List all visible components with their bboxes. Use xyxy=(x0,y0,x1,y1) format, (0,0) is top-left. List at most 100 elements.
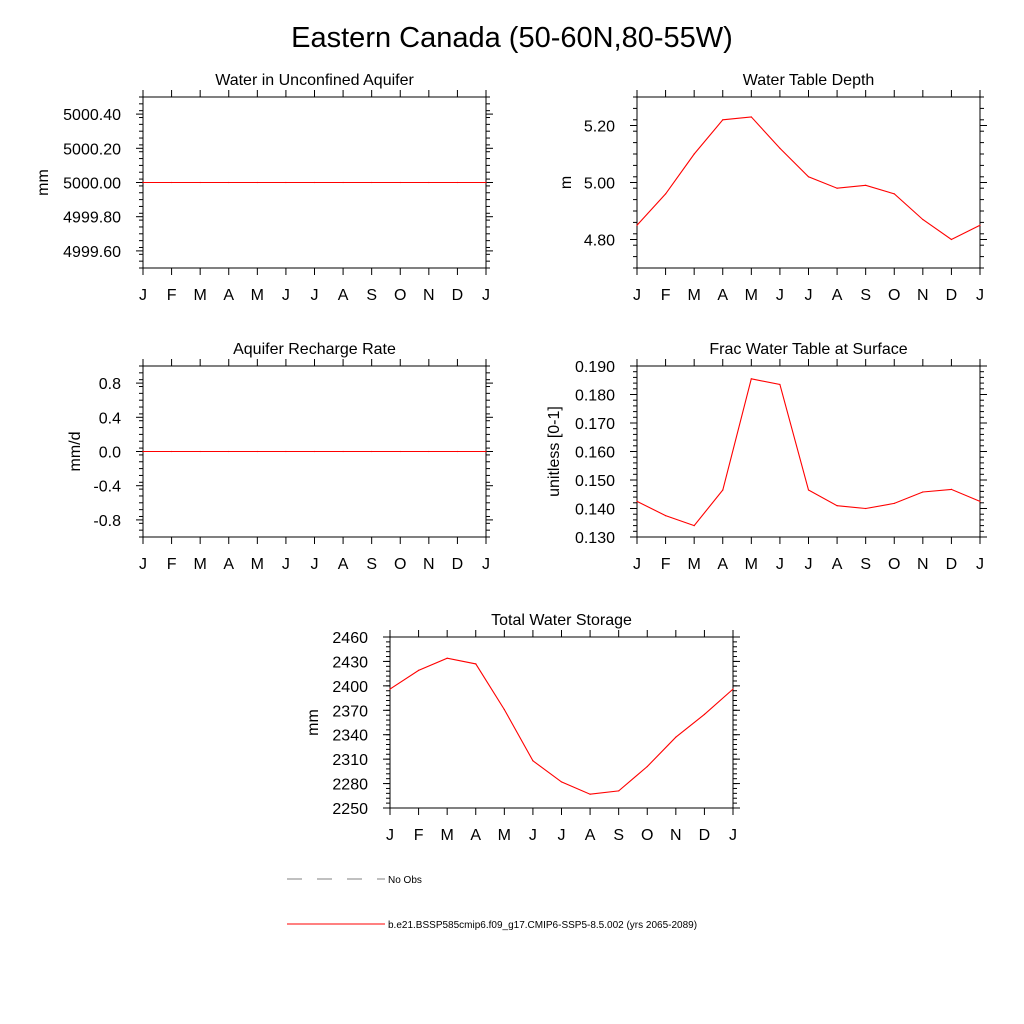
y-tick-label: 2280 xyxy=(332,777,368,794)
data-point xyxy=(371,450,373,453)
x-tick-label: J xyxy=(311,556,319,573)
data-point xyxy=(618,790,620,792)
data-point xyxy=(342,181,344,184)
x-tick-label: J xyxy=(529,827,537,844)
y-tick-label: 2430 xyxy=(332,654,368,671)
data-point xyxy=(446,657,448,659)
y-tick-label: 0.170 xyxy=(575,416,615,433)
x-tick-label: J xyxy=(482,287,490,304)
x-tick-label: M xyxy=(251,287,264,304)
x-tick-label: J xyxy=(729,827,737,844)
data-point xyxy=(750,378,752,380)
x-tick-label: D xyxy=(699,827,711,844)
y-tick-label: 5000.40 xyxy=(63,107,121,124)
data-point xyxy=(646,765,648,768)
x-tick-label: F xyxy=(167,287,177,304)
x-tick-label: J xyxy=(776,287,784,304)
data-point xyxy=(313,181,316,184)
data-point xyxy=(560,781,563,783)
data-point xyxy=(285,450,287,453)
x-tick-label: A xyxy=(832,556,843,573)
y-axis-label: mm xyxy=(35,169,52,196)
y-tick-label: 0.190 xyxy=(575,359,615,376)
data-point xyxy=(199,181,201,184)
x-tick-label: J xyxy=(976,287,984,304)
data-point xyxy=(475,663,477,665)
data-point xyxy=(170,450,173,453)
x-tick-label: M xyxy=(498,827,511,844)
data-point xyxy=(389,688,391,690)
data-point xyxy=(732,688,734,690)
plot-frame xyxy=(636,365,981,538)
x-tick-label: F xyxy=(661,556,671,573)
data-point xyxy=(807,176,810,178)
data-point xyxy=(950,488,953,491)
y-tick-label: -0.8 xyxy=(93,513,121,530)
x-tick-label: O xyxy=(394,287,406,304)
y-tick-label: 2340 xyxy=(332,728,368,745)
data-point xyxy=(485,450,487,453)
y-tick-label: 2460 xyxy=(332,630,368,647)
x-tick-label: M xyxy=(251,556,264,573)
panel-title: Total Water Storage xyxy=(491,612,632,629)
x-tick-label: J xyxy=(386,827,394,844)
data-point xyxy=(703,713,706,715)
x-tick-label: J xyxy=(311,287,319,304)
data-point xyxy=(750,116,752,118)
x-tick-label: S xyxy=(860,556,871,573)
x-tick-label: M xyxy=(745,287,758,304)
x-tick-label: S xyxy=(860,287,871,304)
x-tick-label: J xyxy=(482,556,490,573)
data-point xyxy=(693,153,695,155)
y-tick-label: 5.20 xyxy=(584,119,615,136)
y-tick-label: 0.8 xyxy=(99,376,121,393)
panel-title: Aquifer Recharge Rate xyxy=(233,341,396,358)
figure-title: Eastern Canada (50-60N,80-55W) xyxy=(291,22,733,54)
x-tick-label: M xyxy=(688,556,701,573)
data-point xyxy=(399,450,401,453)
y-tick-label: 4999.80 xyxy=(63,210,121,227)
x-tick-label: A xyxy=(338,287,349,304)
data-point xyxy=(532,760,534,762)
x-tick-label: S xyxy=(613,827,624,844)
data-point xyxy=(865,507,867,510)
x-tick-label: J xyxy=(282,556,290,573)
x-tick-label: J xyxy=(139,556,147,573)
data-point xyxy=(722,119,724,121)
series-line xyxy=(636,378,981,527)
data-point xyxy=(636,500,638,502)
data-point xyxy=(979,224,981,226)
x-tick-label: O xyxy=(888,556,900,573)
data-point xyxy=(722,489,724,491)
x-tick-label: F xyxy=(167,556,177,573)
data-point xyxy=(807,489,810,491)
data-point xyxy=(865,184,867,186)
x-tick-label: A xyxy=(470,827,481,844)
legend-model-label: b.e21.BSSP585cmip6.f09_g17.CMIP6-SSP5-8.… xyxy=(388,920,697,931)
data-point xyxy=(485,181,487,184)
series-line xyxy=(389,657,734,795)
y-tick-label: 5000.20 xyxy=(63,141,121,158)
y-tick-label: 0.130 xyxy=(575,530,615,547)
x-tick-label: J xyxy=(805,287,813,304)
y-tick-label: -0.4 xyxy=(93,479,121,496)
data-point xyxy=(589,793,591,795)
data-point xyxy=(779,147,781,149)
x-tick-label: F xyxy=(661,287,671,304)
x-tick-label: A xyxy=(717,287,728,304)
x-tick-label: A xyxy=(223,556,234,573)
y-tick-label: 2370 xyxy=(332,703,368,720)
x-tick-label: N xyxy=(917,287,929,304)
data-point xyxy=(456,181,459,184)
plot-frame xyxy=(636,96,981,269)
y-tick-label: 0.0 xyxy=(99,445,121,462)
data-point xyxy=(636,224,638,226)
data-point xyxy=(893,193,895,195)
x-tick-label: A xyxy=(717,556,728,573)
y-tick-label: 4.80 xyxy=(584,233,615,250)
